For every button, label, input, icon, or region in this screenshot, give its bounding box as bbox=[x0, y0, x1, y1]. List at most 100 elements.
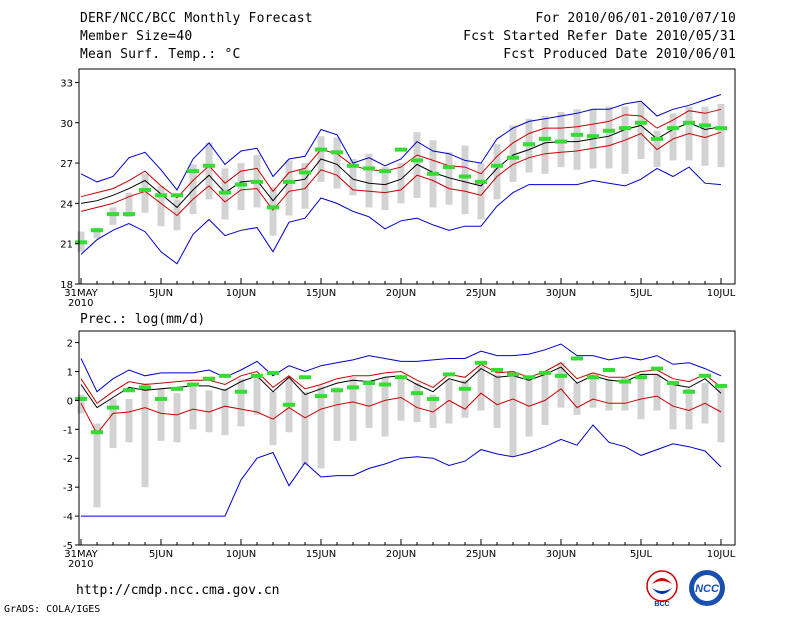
temp-member-box bbox=[205, 142, 213, 200]
prec-observed-marker bbox=[267, 370, 279, 375]
prec-observed-marker bbox=[459, 386, 471, 391]
prec-observed-marker bbox=[619, 379, 631, 384]
temp-observed-marker bbox=[459, 174, 471, 179]
temp-member-box bbox=[349, 159, 357, 196]
temp-y-tick-label: 24 bbox=[60, 199, 73, 210]
temp-x-year-label: 2010 bbox=[68, 298, 93, 309]
temp-member-box bbox=[605, 106, 613, 169]
temp-member-box bbox=[717, 103, 725, 168]
prec-observed-marker bbox=[411, 391, 423, 396]
prec-x-tick-label: 5JUL bbox=[630, 549, 653, 560]
temp-member-box bbox=[93, 227, 101, 239]
prec-y-tick-label: -4 bbox=[63, 512, 73, 523]
temp-x-tick-label: 5JUL bbox=[630, 288, 653, 299]
prec-member-box bbox=[317, 385, 325, 469]
prec-member-box bbox=[557, 362, 565, 408]
prec-observed-marker bbox=[75, 396, 87, 401]
temp-y-tick-label: 30 bbox=[60, 119, 73, 130]
prec-x-tick-label: 15JUN bbox=[306, 549, 336, 560]
member-size-label: Member Size=40 bbox=[80, 29, 193, 44]
prec-observed-marker bbox=[315, 394, 327, 399]
temp-observed-marker bbox=[347, 163, 359, 168]
temp-observed-marker bbox=[363, 166, 375, 171]
prec-y-tick-label: -1 bbox=[63, 425, 73, 436]
prec-observed-marker bbox=[379, 382, 391, 387]
ncc-logo-text: NCC bbox=[695, 583, 720, 595]
temp-observed-marker bbox=[587, 134, 599, 139]
temp-observed-marker bbox=[379, 169, 391, 174]
prec-x-tick-label: 10JUL bbox=[707, 549, 736, 560]
prec-member-box bbox=[429, 394, 437, 428]
prec-member-box bbox=[189, 384, 197, 430]
prec-observed-marker bbox=[139, 385, 151, 390]
prec-observed-marker bbox=[507, 372, 519, 377]
temp-mean-line bbox=[80, 122, 722, 209]
temp-panel: 18 21 24 27 30 33 31MAY 5JUN 10JUN 15JUN 20JUN 25JU… bbox=[60, 68, 736, 309]
temp-member-box bbox=[557, 112, 565, 168]
temp-y-tick-label: 18 bbox=[60, 280, 73, 291]
temp-member-box bbox=[669, 113, 677, 161]
prec-observed-marker bbox=[155, 396, 167, 401]
temp-observed-marker bbox=[443, 165, 455, 170]
produced-date-label: Fcst Produced Date 2010/06/01 bbox=[503, 47, 736, 62]
grads-credit: GrADS: COLA/IGES bbox=[4, 604, 101, 615]
prec-member-box bbox=[253, 374, 261, 415]
temp-member-box bbox=[477, 163, 485, 220]
forecast-period-label: For 2010/06/01-2010/07/10 bbox=[535, 11, 736, 26]
temp-member-box bbox=[269, 187, 277, 236]
source-url[interactable]: http://cmdp.ncc.cma.gov.cn bbox=[76, 583, 280, 598]
temp-x-tick-label: 31MAY bbox=[64, 288, 98, 299]
prec-y-tick-label: -5 bbox=[63, 541, 73, 552]
temp-member-box bbox=[493, 144, 501, 200]
temp-observed-marker bbox=[667, 126, 679, 131]
prec-min-line bbox=[81, 424, 722, 517]
prec-upper-line bbox=[80, 362, 722, 405]
temp-member-box bbox=[381, 167, 389, 211]
temp-x-tick-label: 10JUN bbox=[226, 288, 256, 299]
prec-x-tick-label: 5JUN bbox=[149, 549, 173, 560]
bcc-logo-text: BCC bbox=[654, 601, 669, 608]
prec-member-box bbox=[381, 377, 389, 437]
prec-x-tick-label: 30JUN bbox=[546, 549, 576, 560]
temp-member-box bbox=[365, 153, 373, 208]
ncc-logo: NCC bbox=[689, 570, 725, 606]
prec-member-box bbox=[397, 377, 405, 421]
temp-member-box bbox=[301, 163, 309, 209]
prec-member-box bbox=[269, 391, 277, 446]
start-date-label: Fcst Started Refer Date 2010/05/31 bbox=[463, 29, 736, 44]
temp-observed-marker bbox=[427, 171, 439, 176]
temp-observed-marker bbox=[219, 190, 231, 195]
prec-y-tick-label: 1 bbox=[67, 367, 73, 378]
temp-observed-marker bbox=[299, 170, 311, 175]
prec-observed-marker bbox=[203, 376, 215, 381]
temp-member-box bbox=[509, 125, 517, 182]
temp-observed-marker bbox=[267, 205, 279, 210]
prec-member-box bbox=[669, 384, 677, 430]
prec-observed-marker bbox=[491, 368, 503, 373]
prec-observed-marker bbox=[587, 375, 599, 380]
prec-observed-marker bbox=[395, 375, 407, 380]
prec-observed-marker bbox=[187, 382, 199, 387]
prec-member-box bbox=[605, 378, 613, 411]
prec-y-tick-label: -3 bbox=[63, 483, 73, 494]
prec-member-box bbox=[445, 380, 453, 424]
temp-upper-line bbox=[80, 108, 722, 199]
prec-observed-marker bbox=[475, 360, 487, 365]
prec-observed-marker bbox=[123, 388, 135, 393]
temp-observed-marker bbox=[171, 193, 183, 198]
temp-member-box bbox=[573, 109, 581, 170]
prec-member-box bbox=[685, 388, 693, 430]
prec-observed-marker bbox=[251, 373, 263, 378]
temp-frame bbox=[78, 68, 736, 285]
prec-member-box bbox=[717, 385, 725, 443]
prec-observed-marker bbox=[107, 405, 119, 410]
bcc-logo: BCC bbox=[646, 570, 678, 608]
temp-y-tick-label: 33 bbox=[60, 78, 73, 89]
prec-observed-marker bbox=[171, 386, 183, 391]
prec-member-box bbox=[493, 374, 501, 428]
temp-observed-marker bbox=[523, 142, 535, 147]
temp-observed-marker bbox=[331, 150, 343, 155]
temp-member-box bbox=[333, 137, 341, 189]
prec-member-box bbox=[525, 380, 533, 437]
prec-x-tick-label: 25JUN bbox=[466, 549, 496, 560]
